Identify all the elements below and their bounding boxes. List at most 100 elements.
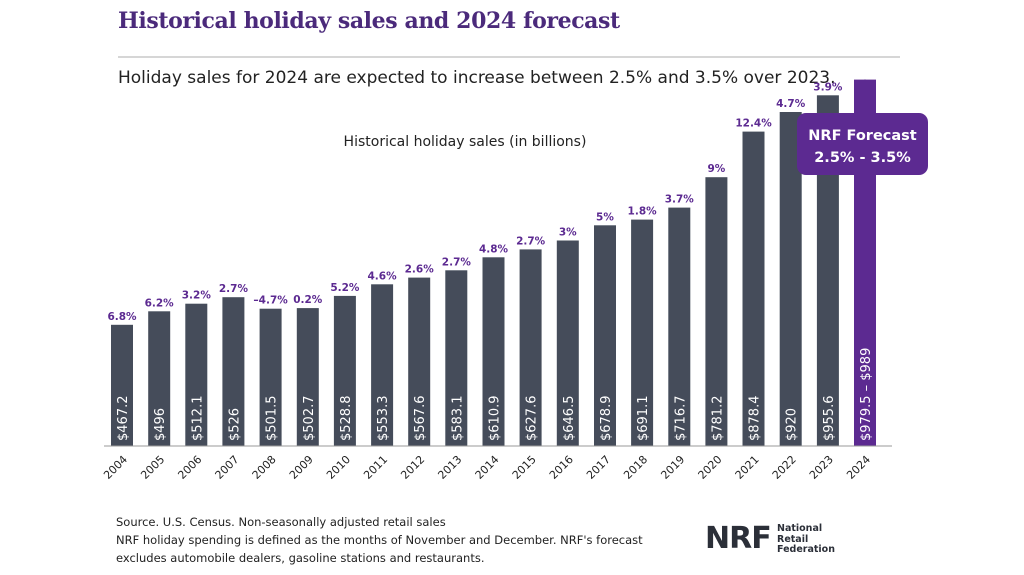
- x-tick-label: 2013: [435, 453, 464, 482]
- growth-label: 9%: [707, 163, 725, 175]
- bar-2006: [185, 303, 208, 446]
- source-line-3: excludes automobile dealers, gasoline st…: [116, 551, 485, 565]
- bar-value-label: $627.6: [525, 396, 540, 442]
- bar-value-label: $496: [153, 408, 168, 441]
- forecast-callout: NRF Forecast 2.5% - 3.5%: [797, 113, 928, 175]
- bar-2015: [519, 249, 542, 446]
- bar-value-label: $646.5: [562, 396, 577, 442]
- growth-label: 3.9%: [813, 81, 843, 93]
- source-note: Source. U.S. Census. Non-seasonally adju…: [116, 513, 676, 567]
- bar-value-label: $512.1: [190, 396, 205, 442]
- x-tick-label: 2022: [770, 453, 799, 482]
- x-tick-label: 2011: [361, 453, 390, 482]
- bar-value-label: $691.1: [636, 396, 651, 442]
- bar-2019: [668, 207, 691, 446]
- growth-label: –4.7%: [253, 295, 288, 307]
- x-tick-label: 2020: [696, 453, 725, 482]
- bar-value-label: $610.9: [488, 396, 503, 442]
- bar-value-label: $955.6: [822, 396, 837, 442]
- x-tick-label: 2004: [101, 453, 130, 482]
- growth-label: 4.8%: [479, 243, 509, 255]
- x-tick-label: 2024: [844, 453, 873, 482]
- growth-label: 6.8%: [107, 311, 137, 323]
- source-line-1: Source. U.S. Census. Non-seasonally adju…: [116, 515, 446, 529]
- bar-2004: [111, 324, 133, 446]
- bar-2012: [408, 277, 431, 446]
- logo-line-federation: Federation: [777, 544, 835, 555]
- nrf-logo-text: National Retail Federation: [777, 523, 835, 556]
- bar-value-label: $781.2: [710, 396, 725, 442]
- logo-line-national: National: [777, 523, 823, 534]
- bar-2021: [742, 131, 765, 446]
- bar-2020: [705, 177, 728, 446]
- x-tick-label: 2014: [473, 453, 502, 482]
- bar-value-label: $553.3: [376, 396, 391, 442]
- x-tick-label: 2008: [250, 453, 279, 482]
- x-tick-label: 2006: [175, 453, 204, 482]
- growth-label: 5%: [596, 211, 614, 223]
- bar-value-label: $716.7: [673, 396, 688, 442]
- bar-2011: [371, 284, 394, 446]
- x-tick-label: 2005: [138, 453, 167, 482]
- x-tick-label: 2017: [584, 453, 613, 482]
- growth-label: 12.4%: [735, 118, 772, 130]
- holiday-sales-bar-chart: Historical holiday sales (in billions) $…: [101, 79, 928, 482]
- bar-2018: [631, 219, 654, 446]
- bar-value-label: $528.8: [339, 396, 354, 442]
- bar-value-label: $567.6: [413, 396, 428, 442]
- bar-2014: [482, 257, 505, 446]
- x-tick-label: 2009: [287, 453, 316, 482]
- growth-label: 0.2%: [293, 294, 323, 306]
- growth-label: 1.8%: [628, 206, 658, 218]
- bar-2013: [445, 270, 468, 446]
- source-line-2: NRF holiday spending is defined as the m…: [116, 533, 643, 547]
- growth-label: 6.2%: [145, 297, 175, 309]
- forecast-callout-range: 2.5% - 3.5%: [814, 150, 911, 166]
- bar-2016: [556, 240, 579, 446]
- bar-value-label: $678.9: [599, 396, 614, 442]
- bar-2022: [779, 112, 802, 446]
- bar-value-label: $502.7: [302, 396, 317, 442]
- chart-title: Historical holiday sales (in billions): [344, 134, 587, 150]
- title-divider: [118, 56, 900, 58]
- bar-value-label: $979.5 – $989: [859, 348, 874, 441]
- bar-2017: [594, 225, 616, 446]
- x-tick-label: 2016: [547, 453, 576, 482]
- forecast-callout-box: [797, 113, 928, 175]
- bar-value-label: $467.2: [116, 396, 131, 442]
- x-tick-label: 2015: [510, 453, 539, 482]
- bar-2023: [816, 95, 839, 447]
- page-subtitle: Holiday sales for 2024 are expected to i…: [118, 68, 836, 88]
- bar-2010: [333, 295, 356, 446]
- x-tick-label: 2023: [807, 453, 836, 482]
- bar-value-label: $526: [227, 408, 242, 441]
- forecast-callout-title: NRF Forecast: [808, 128, 917, 144]
- growth-label: 2.6%: [405, 264, 435, 276]
- growth-label: 2.7%: [219, 283, 249, 295]
- growth-label: 3%: [559, 227, 577, 239]
- x-tick-label: 2012: [398, 453, 427, 482]
- bar-2008: [259, 308, 282, 446]
- x-tick-label: 2019: [658, 453, 687, 482]
- growth-label: 3.7%: [665, 194, 695, 206]
- growth-label: 5.2%: [330, 282, 360, 294]
- bar-value-label: $878.4: [748, 396, 763, 442]
- bar-2007: [222, 297, 245, 446]
- x-tick-label: 2021: [733, 453, 762, 482]
- bar-value-label: $583.1: [450, 396, 465, 442]
- bar-2009: [296, 308, 319, 446]
- growth-label: 4.6%: [367, 270, 397, 282]
- page-title: Historical holiday sales and 2024 foreca…: [118, 8, 620, 34]
- growth-label: 2.7%: [516, 235, 546, 247]
- x-tick-label: 2007: [213, 453, 242, 482]
- growth-label: 2.7%: [442, 256, 472, 268]
- growth-label: 4.7%: [776, 98, 806, 110]
- x-tick-label: 2010: [324, 453, 353, 482]
- nrf-logo-mark: NRF: [705, 521, 772, 556]
- x-tick-label: 2018: [621, 453, 650, 482]
- bar-value-label: $501.5: [265, 396, 280, 442]
- bar-2005: [148, 311, 171, 446]
- logo-line-retail: Retail: [777, 533, 809, 545]
- growth-label: 3.2%: [182, 290, 212, 302]
- bar-value-label: $920: [785, 408, 800, 441]
